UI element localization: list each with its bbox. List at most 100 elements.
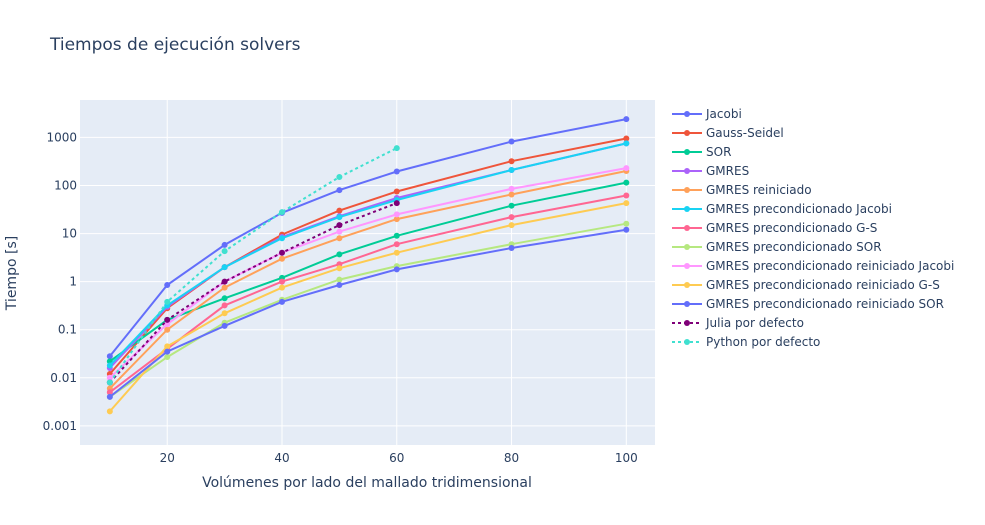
x-tick-label: 40 bbox=[274, 451, 289, 465]
series-line bbox=[109, 222, 627, 398]
data-point bbox=[106, 353, 113, 360]
data-point bbox=[393, 168, 400, 175]
data-point bbox=[393, 188, 400, 195]
data-point bbox=[508, 166, 515, 173]
series-9 bbox=[106, 165, 630, 381]
x-tick-label: 100 bbox=[615, 451, 638, 465]
y-tick-label: 1000 bbox=[46, 130, 77, 144]
data-point bbox=[508, 191, 515, 198]
legend-marker bbox=[684, 301, 690, 307]
legend-marker bbox=[684, 282, 690, 288]
legend-label: Gauss-Seidel bbox=[706, 126, 784, 140]
data-point bbox=[106, 379, 113, 386]
data-point bbox=[278, 209, 285, 216]
data-point bbox=[221, 322, 228, 329]
legend-item: Python por defecto bbox=[672, 335, 820, 349]
data-point bbox=[336, 214, 343, 221]
data-point bbox=[278, 255, 285, 262]
data-point bbox=[164, 348, 171, 355]
legend-item: GMRES reiniciado bbox=[672, 183, 812, 197]
legend-label: GMRES precondicionado reiniciado Jacobi bbox=[706, 259, 954, 273]
series-13 bbox=[106, 145, 400, 386]
legend-label: GMRES precondicionado reiniciado SOR bbox=[706, 297, 944, 311]
data-point bbox=[623, 200, 630, 207]
legend: Jacobi Gauss-Seidel SOR GMRES GMRES reinicia… bbox=[672, 107, 954, 349]
x-axis-title: Volúmenes por lado del mallado tridimens… bbox=[202, 475, 532, 491]
legend-item: GMRES precondicionado G-S bbox=[672, 221, 877, 235]
legend-marker bbox=[684, 168, 690, 174]
data-point bbox=[336, 235, 343, 242]
legend-marker bbox=[684, 149, 690, 155]
legend-label: GMRES precondicionado reiniciado G-S bbox=[706, 278, 940, 292]
data-point bbox=[336, 222, 343, 229]
data-point bbox=[623, 179, 630, 186]
legend-marker bbox=[684, 263, 690, 269]
data-point bbox=[278, 284, 285, 291]
data-point bbox=[221, 264, 228, 271]
x-tick-label: 20 bbox=[160, 451, 175, 465]
data-point bbox=[393, 200, 400, 207]
series-line bbox=[109, 202, 398, 384]
legend-label: GMRES precondicionado G-S bbox=[706, 221, 877, 235]
y-tick-label: 0.001 bbox=[43, 419, 77, 433]
data-point bbox=[508, 222, 515, 229]
series-11 bbox=[106, 226, 630, 400]
y-tick-label: 100 bbox=[54, 178, 77, 192]
legend-marker bbox=[684, 244, 690, 250]
data-point bbox=[106, 393, 113, 400]
data-point bbox=[106, 389, 113, 396]
data-point bbox=[164, 316, 171, 323]
legend-item: Julia por defecto bbox=[672, 316, 804, 330]
legend-item: Gauss-Seidel bbox=[672, 126, 784, 140]
data-point bbox=[164, 354, 171, 361]
legend-item: GMRES precondicionado reiniciado Jacobi bbox=[672, 259, 954, 273]
data-point bbox=[623, 165, 630, 172]
legend-item: SOR bbox=[672, 145, 731, 159]
data-point bbox=[278, 278, 285, 285]
legend-label: Python por defecto bbox=[706, 335, 820, 349]
data-point bbox=[508, 245, 515, 252]
data-point bbox=[221, 241, 228, 248]
data-point bbox=[336, 251, 343, 258]
data-point bbox=[393, 249, 400, 256]
data-point bbox=[164, 298, 171, 305]
data-point bbox=[508, 158, 515, 165]
data-point bbox=[508, 202, 515, 209]
data-point bbox=[164, 321, 171, 328]
legend-label: GMRES reiniciado bbox=[706, 183, 812, 197]
series-line bbox=[109, 142, 627, 367]
data-point bbox=[221, 278, 228, 285]
y-tick-label: 0.01 bbox=[50, 371, 77, 385]
legend-label: GMRES bbox=[706, 164, 749, 178]
data-point bbox=[336, 207, 343, 214]
series-6 bbox=[106, 140, 630, 369]
series-line bbox=[109, 167, 627, 379]
x-tick-label: 60 bbox=[389, 451, 404, 465]
data-point bbox=[336, 187, 343, 194]
legend-label: GMRES precondicionado Jacobi bbox=[706, 202, 892, 216]
data-point bbox=[336, 276, 343, 283]
legend-label: GMRES precondicionado SOR bbox=[706, 240, 882, 254]
data-point bbox=[278, 298, 285, 305]
x-tick-label: 80 bbox=[504, 451, 519, 465]
data-point bbox=[221, 310, 228, 317]
data-point bbox=[393, 145, 400, 152]
legend-marker bbox=[684, 225, 690, 231]
data-point bbox=[336, 282, 343, 289]
data-point bbox=[623, 140, 630, 147]
data-point bbox=[336, 174, 343, 181]
series-line bbox=[109, 202, 627, 413]
data-point bbox=[221, 284, 228, 291]
legend-label: Julia por defecto bbox=[705, 316, 804, 330]
series-line bbox=[109, 118, 627, 357]
y-tick-label: 10 bbox=[62, 227, 77, 241]
x-ticks: 20 40 60 80 100 bbox=[160, 451, 638, 465]
data-point bbox=[164, 343, 171, 350]
legend-item: GMRES precondicionado SOR bbox=[672, 240, 882, 254]
legend-item: Jacobi bbox=[672, 107, 742, 121]
data-point bbox=[623, 226, 630, 233]
data-point bbox=[393, 216, 400, 223]
legend-marker bbox=[684, 111, 690, 117]
legend-item: GMRES bbox=[672, 164, 749, 178]
data-point bbox=[336, 228, 343, 235]
